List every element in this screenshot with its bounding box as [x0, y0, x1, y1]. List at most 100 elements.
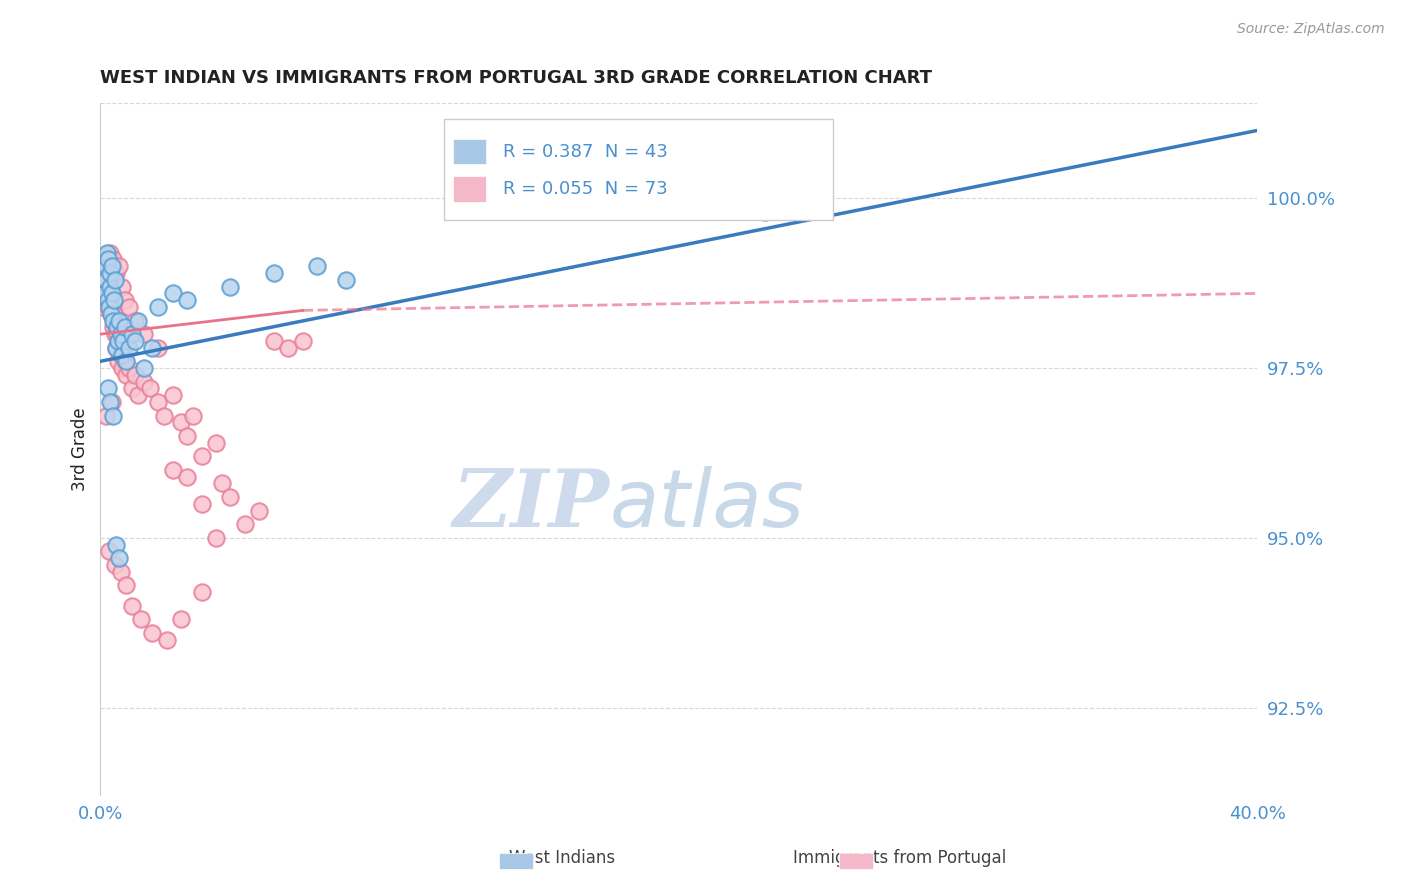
Point	[108, 334, 131, 348]
Point	[104, 558, 127, 572]
Point	[103, 320, 125, 334]
Point	[141, 341, 163, 355]
Point	[101, 286, 124, 301]
Point	[101, 286, 124, 301]
FancyBboxPatch shape	[444, 119, 832, 219]
Point	[105, 341, 128, 355]
Point	[94, 273, 117, 287]
Text: Immigrants from Portugal: Immigrants from Portugal	[793, 849, 1007, 867]
Point	[101, 260, 124, 274]
Point	[127, 388, 149, 402]
FancyBboxPatch shape	[453, 177, 485, 202]
Point	[97, 381, 120, 395]
Point	[103, 293, 125, 308]
Point	[121, 599, 143, 613]
Point	[100, 307, 122, 321]
Point	[141, 625, 163, 640]
Point	[148, 341, 170, 355]
Point	[754, 205, 776, 219]
Point	[114, 354, 136, 368]
Point	[100, 245, 122, 260]
FancyBboxPatch shape	[453, 139, 485, 164]
Point	[114, 320, 136, 334]
Point	[124, 334, 146, 348]
Point	[190, 585, 212, 599]
Point	[291, 334, 314, 348]
Point	[118, 361, 141, 376]
Point	[105, 341, 128, 355]
Text: R = 0.055  N = 73: R = 0.055 N = 73	[503, 180, 668, 198]
Point	[100, 266, 122, 280]
Point	[176, 293, 198, 308]
Point	[129, 612, 152, 626]
Point	[115, 354, 138, 368]
Point	[108, 260, 131, 274]
Point	[162, 286, 184, 301]
Point	[205, 531, 228, 545]
Point	[132, 375, 155, 389]
Point	[100, 266, 122, 280]
Text: R = 0.387  N = 43: R = 0.387 N = 43	[503, 143, 668, 161]
Point	[108, 313, 131, 327]
Point	[94, 409, 117, 423]
Point	[110, 347, 132, 361]
Point	[148, 395, 170, 409]
Point	[107, 334, 129, 348]
Point	[190, 497, 212, 511]
Point	[107, 354, 129, 368]
Point	[97, 293, 120, 308]
Point	[335, 273, 357, 287]
Point	[111, 361, 134, 376]
Point	[263, 334, 285, 348]
Point	[98, 279, 121, 293]
Point	[98, 293, 121, 308]
Text: West Indians: West Indians	[509, 849, 616, 867]
Point	[307, 260, 329, 274]
Point	[112, 341, 135, 355]
Point	[176, 469, 198, 483]
Point	[91, 300, 114, 314]
Point	[170, 416, 193, 430]
Point	[105, 320, 128, 334]
Point	[97, 260, 120, 274]
Point	[247, 503, 270, 517]
Point	[96, 245, 118, 260]
Point	[118, 341, 141, 355]
Point	[181, 409, 204, 423]
Text: ZIP: ZIP	[453, 467, 609, 544]
Point	[205, 435, 228, 450]
Point	[148, 300, 170, 314]
Point	[162, 388, 184, 402]
Point	[124, 368, 146, 382]
Point	[132, 361, 155, 376]
Point	[100, 395, 122, 409]
Point	[219, 279, 242, 293]
Point	[103, 252, 125, 267]
Point	[277, 341, 299, 355]
Point	[96, 286, 118, 301]
Point	[103, 313, 125, 327]
Text: atlas: atlas	[609, 466, 804, 544]
Point	[98, 544, 121, 558]
Point	[93, 279, 115, 293]
Point	[153, 409, 176, 423]
Point	[190, 450, 212, 464]
Point	[98, 279, 121, 293]
Point	[115, 368, 138, 382]
Point	[176, 429, 198, 443]
Text: Source: ZipAtlas.com: Source: ZipAtlas.com	[1237, 22, 1385, 37]
Point	[115, 578, 138, 592]
Point	[211, 476, 233, 491]
Point	[156, 632, 179, 647]
Point	[138, 381, 160, 395]
Point	[100, 307, 122, 321]
Text: WEST INDIAN VS IMMIGRANTS FROM PORTUGAL 3RD GRADE CORRELATION CHART: WEST INDIAN VS IMMIGRANTS FROM PORTUGAL …	[100, 69, 932, 87]
Point	[108, 551, 131, 566]
Point	[93, 286, 115, 301]
Point	[118, 300, 141, 314]
Point	[97, 300, 120, 314]
Point	[97, 252, 120, 267]
Point	[104, 327, 127, 342]
Point	[263, 266, 285, 280]
Point	[132, 327, 155, 342]
